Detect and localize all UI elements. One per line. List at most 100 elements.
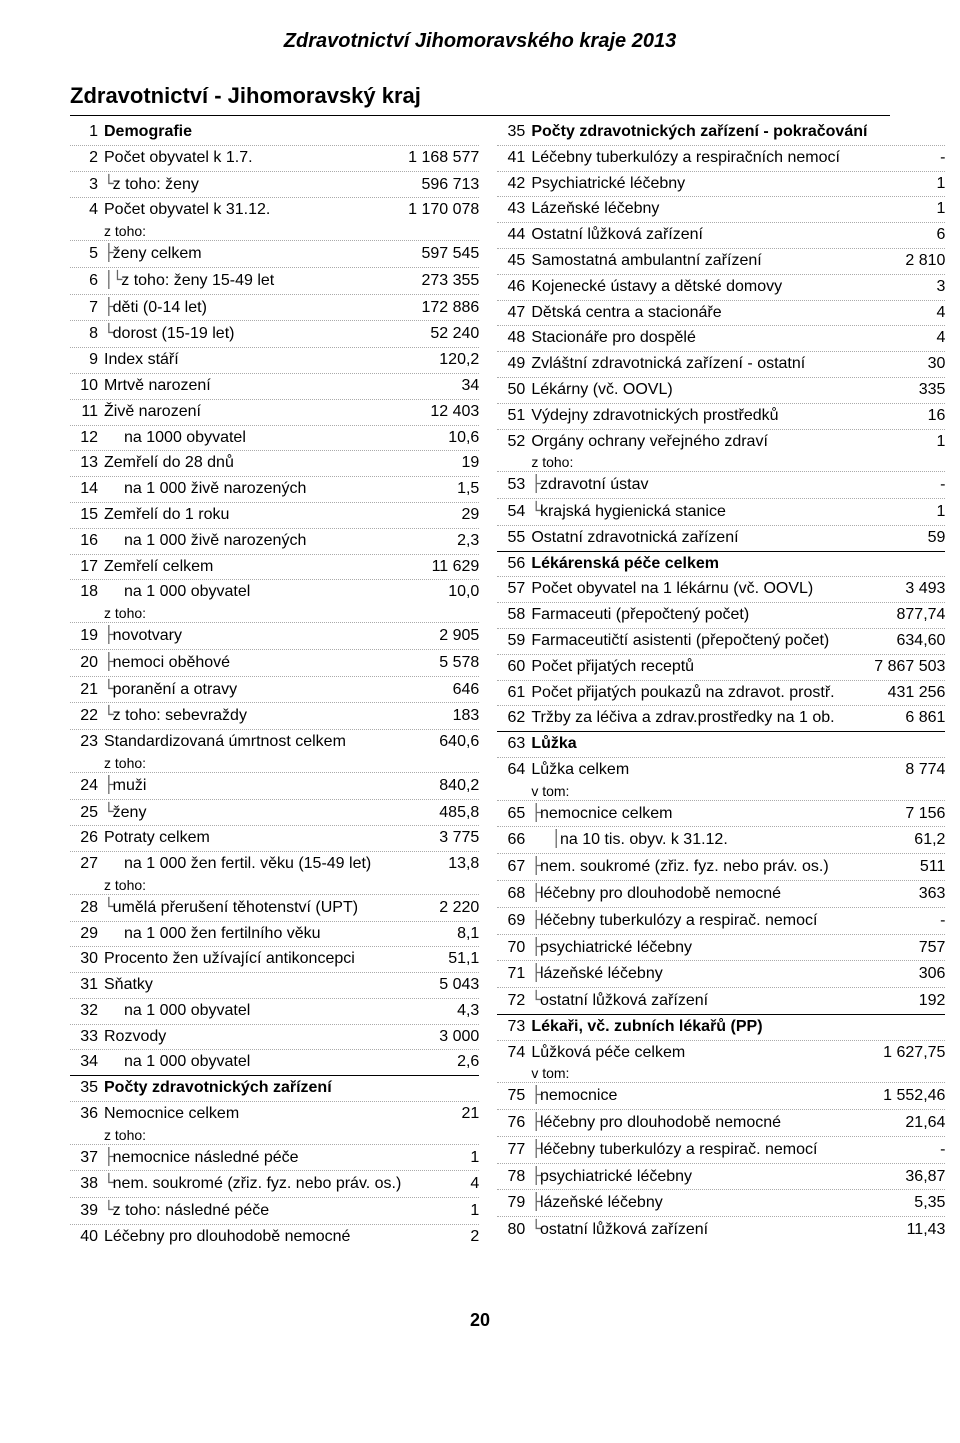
row-value: 1 (401, 1146, 479, 1171)
row-label-text: Počet přijatých poukazů na zdravot. pros… (531, 684, 834, 701)
row-label: Kojenecké ústavy a dětské domovy (531, 275, 867, 300)
row-label-text: Počet přijatých receptů (531, 658, 694, 675)
table-row: 57Počet obyvatel na 1 lékárnu (vč. OOVL)… (497, 576, 945, 602)
row-label: Počet přijatých poukazů na zdravot. pros… (531, 681, 867, 706)
row-label-text: lázeňské léčebny (540, 1194, 663, 1211)
row-label-text: léčebny pro dlouhodobě nemocné (540, 885, 781, 902)
row-label: Výdejny zdravotnických prostředků (531, 404, 867, 429)
row-number: 44 (497, 223, 531, 248)
row-value: 2 905 (401, 624, 479, 649)
row-value: - (867, 1138, 945, 1163)
row-label-text: Počty zdravotnických zařízení - pokračov… (531, 123, 867, 140)
table-row: 30Procento žen užívající antikoncepci51,… (70, 946, 479, 972)
row-number: 8 (70, 322, 104, 347)
row-label: └ z toho: následné péče (104, 1198, 401, 1224)
tree-branch-icon: ├ (104, 1145, 113, 1170)
row-label-text: Léčebny pro dlouhodobě nemocné (104, 1228, 350, 1245)
row-label-text: krajská hygienická stanice (540, 503, 726, 520)
row-label: Lůžka (531, 732, 867, 757)
row-label-text: nemocnice následné péče (113, 1149, 299, 1166)
row-label: Tržby za léčiva a zdrav.prostředky na 1 … (531, 706, 867, 731)
table-row: 45Samostatná ambulantní zařízení2 810 (497, 248, 945, 274)
row-label: ├ nem. soukromé (zřiz. fyz. nebo práv. o… (531, 854, 867, 880)
row-value: 5,35 (867, 1191, 945, 1216)
row-label: ├ zdravotní ústav (531, 472, 867, 498)
row-label-text: na 10 tis. obyv. k 31.12. (560, 831, 728, 848)
row-number: 46 (497, 275, 531, 300)
table-row: 35Počty zdravotnických zařízení - pokrač… (497, 120, 945, 145)
row-label: Farmaceutičtí asistenti (přepočtený poče… (531, 629, 867, 654)
row-label-text: Psychiatrické léčebny (531, 175, 685, 192)
row-number: 53 (497, 473, 531, 498)
row-number: 67 (497, 855, 531, 880)
row-label-text: nemoci oběhové (113, 654, 230, 671)
row-label: ├ léčebny pro dlouhodobě nemocné (531, 881, 867, 907)
row-label-text: nem. soukromé (zřiz. fyz. nebo práv. os.… (113, 1175, 402, 1192)
row-label: Živě narození (104, 400, 401, 425)
row-value: 485,8 (401, 801, 479, 826)
row-number: 29 (70, 922, 104, 947)
row-label: └ dorost (15-19 let) (104, 321, 401, 347)
table-row: 37├ nemocnice následné péče1 (70, 1144, 479, 1171)
z-toho-label: z toho: (70, 755, 479, 772)
row-label: ├ léčebny pro dlouhodobě nemocné (531, 1110, 867, 1136)
table-row: 12na 1000 obyvatel10,6 (70, 425, 479, 451)
row-number: 36 (70, 1102, 104, 1127)
row-label-text: na 1 000 živě narozených (124, 532, 306, 549)
row-value: 431 256 (867, 681, 945, 706)
z-toho-label: z toho: (497, 454, 945, 471)
row-label-text: na 1 000 žen fertil. věku (15-49 let) (124, 855, 371, 872)
row-label-text: Potraty celkem (104, 829, 210, 846)
row-label: ├ děti (0-14 let) (104, 295, 401, 321)
page-number: 20 (70, 1310, 890, 1331)
divider-top (70, 115, 890, 116)
row-label-text: Počet obyvatel k 31.12. (104, 201, 270, 218)
row-label: Počet přijatých receptů (531, 655, 866, 680)
tree-branch-icon: └ (104, 321, 113, 346)
row-value: 6 (867, 223, 945, 248)
row-label: ├ lázeňské léčebny (531, 1190, 867, 1216)
table-row: 72└ ostatní lůžková zařízení192 (497, 987, 945, 1014)
row-label-text: léčebny tuberkulózy a respirač. nemocí (540, 912, 817, 929)
row-value: 4 (401, 1172, 479, 1197)
row-number: 65 (497, 802, 531, 827)
row-label-text: Sňatky (104, 976, 153, 993)
tree-branch-icon: ├ (531, 1190, 540, 1215)
row-label: Rozvody (104, 1025, 401, 1050)
row-value: 1 170 078 (400, 198, 479, 223)
row-value: 3 000 (401, 1025, 479, 1050)
tree-branch-icon: └ (531, 1217, 540, 1242)
row-value: 52 240 (401, 322, 479, 347)
row-label: Potraty celkem (104, 826, 401, 851)
table-row: 22 └ z toho: sebevraždy183 (70, 702, 479, 729)
row-number: 14 (70, 477, 104, 502)
row-number: 34 (70, 1050, 104, 1075)
table-row: 62Tržby za léčiva a zdrav.prostředky na … (497, 705, 945, 731)
row-label: na 1 000 obyvatel (104, 1050, 401, 1075)
row-number: 11 (70, 400, 104, 425)
table-row: 39 └ z toho: následné péče1 (70, 1197, 479, 1224)
table-row: 21└ poranění a otravy646 (70, 676, 479, 703)
row-value: 1 (867, 500, 945, 525)
row-number: 3 (70, 173, 104, 198)
row-number: 20 (70, 651, 104, 676)
row-label: ├ novotvary (104, 623, 401, 649)
row-label-text: na 1 000 žen fertilního věku (124, 925, 321, 942)
table-row: 69├ léčebny tuberkulózy a respirač. nemo… (497, 907, 945, 934)
row-label-text: Výdejny zdravotnických prostředků (531, 407, 778, 424)
row-number: 21 (70, 678, 104, 703)
table-row: 14na 1 000 živě narozených1,5 (70, 476, 479, 502)
tree-branch-icon: └ (104, 172, 113, 197)
row-value: 597 545 (401, 242, 479, 267)
tree-branch-icon: ├ (531, 908, 540, 933)
row-label: ├ psychiatrické léčebny (531, 1164, 867, 1190)
document-header: Zdravotnictví Jihomoravského kraje 2013 (70, 30, 890, 53)
table-row: 11Živě narození12 403 (70, 399, 479, 425)
row-number: 71 (497, 962, 531, 987)
row-label: Demografie (104, 120, 401, 145)
row-label-text: nemocnice celkem (540, 805, 673, 822)
row-value: 363 (867, 882, 945, 907)
table-row: 76├ léčebny pro dlouhodobě nemocné21,64 (497, 1109, 945, 1136)
row-label-text: umělá přerušení těhotenství (UPT) (113, 899, 358, 916)
row-value: 757 (867, 936, 945, 961)
